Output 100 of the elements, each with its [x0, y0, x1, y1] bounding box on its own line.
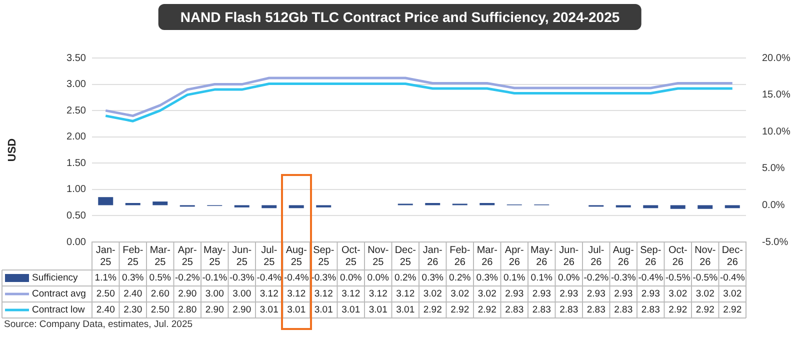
y-axis-title: USD — [6, 138, 19, 162]
x-tick-label: Jan-26 — [422, 244, 442, 268]
x-tick-label: Mar-25 — [150, 244, 170, 268]
data-label: 2.83 — [532, 304, 551, 316]
data-label: 3.12 — [396, 288, 415, 300]
bar — [480, 202, 495, 206]
data-label: 2.92 — [478, 304, 496, 316]
data-label: 3.02 — [696, 288, 714, 300]
y2-tick-label: -5.0% — [762, 236, 788, 248]
data-label: 3.02 — [668, 288, 688, 300]
data-label: 2.90 — [178, 288, 197, 300]
data-label: 2.50 — [96, 288, 115, 300]
y2-tick-label: 20.0% — [762, 52, 790, 64]
x-tick-label: Nov-26 — [694, 244, 716, 268]
data-label: 2.92 — [696, 304, 714, 316]
data-label: 0.0% — [367, 272, 390, 284]
data-label: 0.0% — [558, 272, 580, 284]
data-label: -0.4% — [256, 272, 282, 284]
bar — [152, 202, 168, 206]
bar — [262, 205, 277, 208]
x-tick-label: Aug-26 — [612, 244, 634, 268]
chart-title: NAND Flash 512Gb TLC Contract Price and Sufficiency, 2024-2025 — [158, 4, 642, 30]
data-label: 0.2% — [394, 272, 417, 284]
x-tick-label: Apr-26 — [504, 244, 524, 268]
data-label: 3.12 — [314, 288, 333, 300]
data-label: 2.83 — [505, 304, 524, 316]
x-tick-label: Oct-26 — [668, 244, 688, 268]
data-label: -0.3% — [311, 272, 337, 284]
legend-label: Contract low — [32, 304, 85, 316]
data-label: 2.60 — [150, 288, 170, 300]
data-label: -0.4% — [284, 272, 310, 284]
y-tick-label: 0.00 — [66, 236, 86, 248]
data-label: 0.3% — [476, 272, 499, 284]
data-label: -0.4% — [638, 272, 664, 284]
x-tick-label: Feb-25 — [122, 244, 144, 268]
y2-tick-label: 10.0% — [762, 126, 790, 138]
data-label: -0.2% — [174, 272, 200, 284]
data-label: 2.93 — [532, 288, 551, 300]
y-tick-label: 2.00 — [66, 132, 86, 143]
data-label: 2.90 — [205, 304, 224, 316]
y-tick-label: 2.50 — [66, 105, 86, 116]
data-label: 0.1% — [530, 272, 554, 284]
data-label: 2.40 — [124, 288, 142, 300]
data-label: 0.0% — [340, 272, 362, 284]
data-label: 3.12 — [368, 288, 388, 300]
data-label: -0.4% — [720, 272, 746, 284]
data-label: 2.40 — [96, 304, 115, 316]
y-tick-label: 3.50 — [66, 52, 86, 64]
x-tick-label: Aug-25 — [286, 244, 307, 268]
data-label: 3.02 — [723, 288, 742, 300]
data-label: 3.02 — [450, 288, 470, 300]
data-label: -0.5% — [692, 272, 718, 284]
data-label: 2.50 — [150, 304, 170, 316]
data-label: 2.93 — [614, 288, 633, 300]
data-label: 0.1% — [504, 272, 526, 284]
x-tick-label: Dec-25 — [394, 244, 416, 268]
data-label: -0.1% — [202, 272, 228, 284]
bar — [425, 202, 440, 206]
data-label: 2.83 — [614, 304, 633, 316]
x-tick-label: Jan-25 — [96, 244, 116, 268]
bar — [724, 205, 740, 208]
data-label: 2.92 — [723, 304, 742, 316]
x-tick-label: Sep-26 — [640, 244, 662, 268]
data-label: 3.01 — [396, 304, 415, 316]
data-label: 2.80 — [178, 304, 197, 316]
data-label: 1.1% — [94, 272, 118, 284]
data-label: 2.92 — [450, 304, 470, 316]
data-label: 3.12 — [287, 288, 306, 300]
x-tick-label: Oct-25 — [341, 244, 360, 268]
data-label: 2.83 — [560, 304, 578, 316]
bar — [125, 202, 140, 206]
y-tick-label: 0.50 — [66, 210, 86, 222]
data-label: 2.93 — [586, 288, 606, 300]
data-label: 3.00 — [205, 288, 224, 300]
data-label: 3.01 — [342, 304, 360, 316]
data-label: 3.02 — [423, 288, 442, 300]
data-label: -0.3% — [610, 272, 636, 284]
data-label: 3.01 — [287, 304, 306, 316]
data-label: 0.3% — [122, 272, 144, 284]
data-label: 2.93 — [505, 288, 524, 300]
x-tick-label: Jun-25 — [232, 244, 252, 268]
y2-tick-label: 0.0% — [762, 200, 785, 211]
data-label: 3.12 — [260, 288, 278, 300]
data-label: -0.5% — [665, 272, 691, 284]
data-label: 3.00 — [232, 288, 252, 300]
x-tick-label: Jun-26 — [559, 244, 579, 268]
legend-label: Contract avg — [32, 288, 86, 300]
x-tick-label: Jul-26 — [588, 244, 604, 268]
bar — [98, 197, 114, 206]
source-note: Source: Company Data, estimates, Jul. 2025 — [4, 319, 193, 330]
data-label: 0.5% — [149, 272, 172, 284]
data-label: 0.2% — [449, 272, 472, 284]
y-tick-label: 3.00 — [66, 79, 86, 90]
data-label: 3.12 — [342, 288, 360, 300]
data-label: 2.93 — [560, 288, 578, 300]
data-label: 3.01 — [260, 304, 278, 316]
data-label: 2.92 — [668, 304, 688, 316]
y-tick-label: 1.00 — [66, 184, 86, 196]
x-tick-label: Nov-25 — [368, 244, 389, 268]
x-tick-label: Feb-26 — [450, 244, 470, 268]
